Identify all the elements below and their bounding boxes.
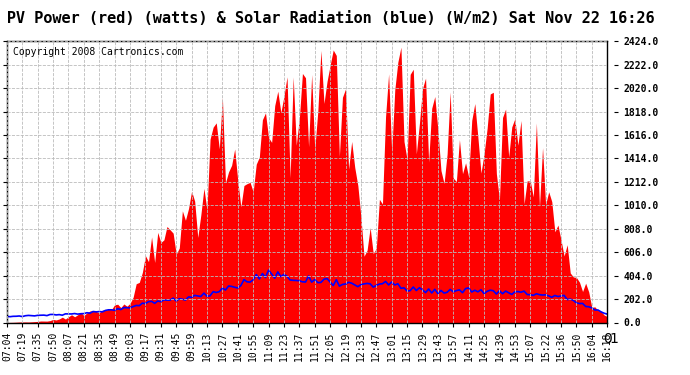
Text: Total PV Power (red) (watts) & Solar Radiation (blue) (W/m2) Sat Nov 22 16:26: Total PV Power (red) (watts) & Solar Rad… xyxy=(0,11,655,26)
Text: Copyright 2008 Cartronics.com: Copyright 2008 Cartronics.com xyxy=(13,47,184,57)
